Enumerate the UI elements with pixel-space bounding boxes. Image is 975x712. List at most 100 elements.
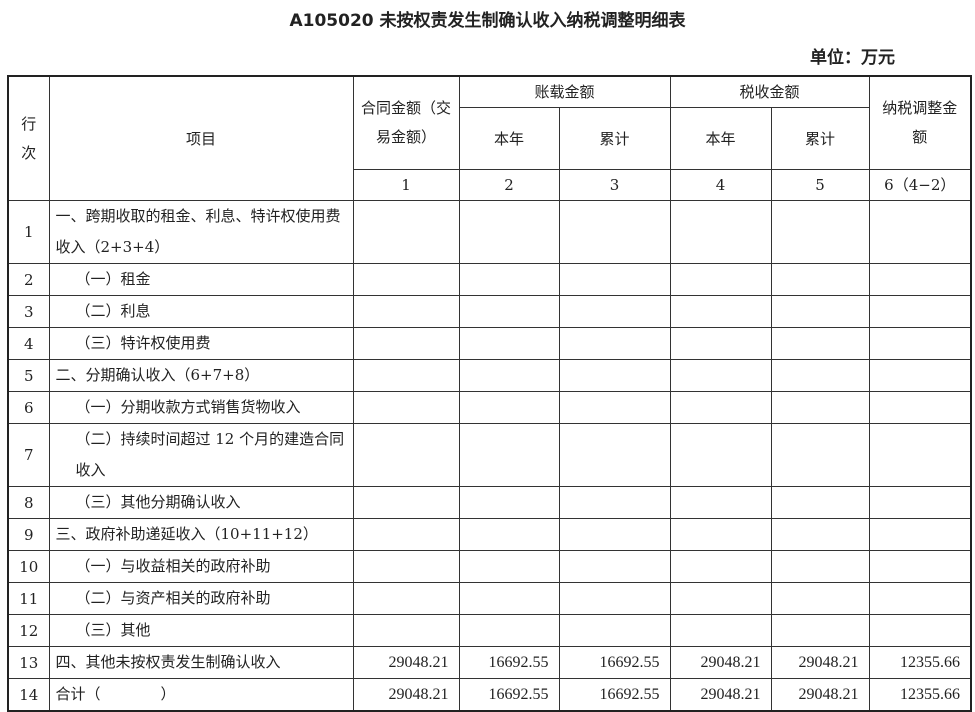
- row-value: [770, 486, 870, 519]
- col-num: 1: [352, 169, 460, 201]
- header-book-this-year: 本年: [458, 107, 560, 170]
- col-num: 3: [558, 169, 671, 201]
- row-no: 6: [7, 391, 50, 424]
- row-no: 10: [7, 550, 50, 583]
- row-value: [669, 327, 772, 360]
- table-row: 6 （一）分期收款方式销售货物收入: [7, 391, 972, 424]
- row-value: [352, 423, 460, 487]
- row-value: [352, 263, 460, 296]
- row-value: [352, 295, 460, 328]
- row-value: [352, 359, 460, 392]
- header-row-no: 行次: [7, 75, 50, 201]
- row-value: [868, 263, 972, 296]
- row-value: [669, 614, 772, 647]
- table-row: 4 （三）特许权使用费: [7, 327, 972, 360]
- row-value: [868, 423, 972, 487]
- row-value: [558, 295, 671, 328]
- row-no: 8: [7, 486, 50, 519]
- row-no: 14: [7, 678, 50, 712]
- header-book-cumulative: 累计: [558, 107, 671, 170]
- row-value: [352, 200, 460, 264]
- row-value: [558, 614, 671, 647]
- row-value: 29048.21: [770, 646, 870, 679]
- row-value: [669, 518, 772, 551]
- table-row: 8 （三）其他分期确认收入: [7, 486, 972, 519]
- row-value: [558, 359, 671, 392]
- adjustment-table: 行次 项目 合同金额（交易金额） 账载金额 税收金额 纳税调整金额 本年 累计 …: [7, 75, 973, 712]
- table-row: 2 （一）租金: [7, 263, 972, 296]
- row-item: 四、其他未按权责发生制确认收入: [48, 646, 354, 679]
- row-value: [669, 200, 772, 264]
- row-item: （一）分期收款方式销售货物收入: [48, 391, 354, 424]
- row-value: 29048.21: [770, 678, 870, 712]
- page-title: A105020 未按权责发生制确认收入纳税调整明细表: [289, 11, 686, 31]
- row-item: （二）利息: [48, 295, 354, 328]
- row-value: [669, 263, 772, 296]
- row-value: [669, 486, 772, 519]
- row-value: [669, 359, 772, 392]
- row-item: （三）特许权使用费: [48, 327, 354, 360]
- table-row: 3 （二）利息: [7, 295, 972, 328]
- row-item: 合计（ ）: [48, 678, 354, 712]
- row-value: [458, 582, 560, 615]
- row-item: 一、跨期收取的租金、利息、特许权使用费收入（2+3+4）: [48, 200, 354, 264]
- row-value: [352, 391, 460, 424]
- row-value: [770, 614, 870, 647]
- header-contract: 合同金额（交易金额）: [352, 75, 460, 170]
- row-value: [558, 582, 671, 615]
- row-value: [558, 518, 671, 551]
- header-item: 项目: [48, 75, 354, 201]
- row-no: 2: [7, 263, 50, 296]
- row-value: 12355.66: [868, 678, 972, 712]
- row-no: 4: [7, 327, 50, 360]
- row-value: [458, 486, 560, 519]
- row-value: [352, 614, 460, 647]
- row-value: [770, 295, 870, 328]
- row-value: [770, 200, 870, 264]
- row-item: 三、政府补助递延收入（10+11+12）: [48, 518, 354, 551]
- table-row: 10 （一）与收益相关的政府补助: [7, 550, 972, 583]
- row-value: [770, 391, 870, 424]
- row-value: [868, 295, 972, 328]
- row-value: [558, 391, 671, 424]
- col-num: 2: [458, 169, 560, 201]
- row-value: [868, 359, 972, 392]
- row-value: [669, 550, 772, 583]
- header-tax-cumulative: 累计: [770, 107, 870, 170]
- row-value: [770, 550, 870, 583]
- row-value: [458, 327, 560, 360]
- row-item: （二）与资产相关的政府补助: [48, 582, 354, 615]
- row-value: 16692.55: [458, 646, 560, 679]
- row-value: [770, 423, 870, 487]
- row-value: [558, 200, 671, 264]
- table-row: 11 （二）与资产相关的政府补助: [7, 582, 972, 615]
- row-value: [770, 359, 870, 392]
- row-no: 5: [7, 359, 50, 392]
- row-value: [770, 582, 870, 615]
- row-no: 12: [7, 614, 50, 647]
- header-tax: 税收金额: [669, 75, 870, 108]
- row-item: （二）持续时间超过 12 个月的建造合同收入: [48, 423, 354, 487]
- row-value: [558, 263, 671, 296]
- row-value: 12355.66: [868, 646, 972, 679]
- row-no: 11: [7, 582, 50, 615]
- row-value: [669, 295, 772, 328]
- row-value: 29048.21: [669, 678, 772, 712]
- row-no: 7: [7, 423, 50, 487]
- row-value: [669, 391, 772, 424]
- row-value: [458, 518, 560, 551]
- row-value: 16692.55: [558, 678, 671, 712]
- header-tax-this-year: 本年: [669, 107, 772, 170]
- row-value: [868, 518, 972, 551]
- row-value: [458, 614, 560, 647]
- row-value: [868, 582, 972, 615]
- row-value: 29048.21: [352, 646, 460, 679]
- row-value: [352, 327, 460, 360]
- row-value: 29048.21: [669, 646, 772, 679]
- table-row: 9 三、政府补助递延收入（10+11+12）: [7, 518, 972, 551]
- row-value: [458, 359, 560, 392]
- row-value: [868, 550, 972, 583]
- row-value: [770, 263, 870, 296]
- row-value: [458, 263, 560, 296]
- row-value: [458, 200, 560, 264]
